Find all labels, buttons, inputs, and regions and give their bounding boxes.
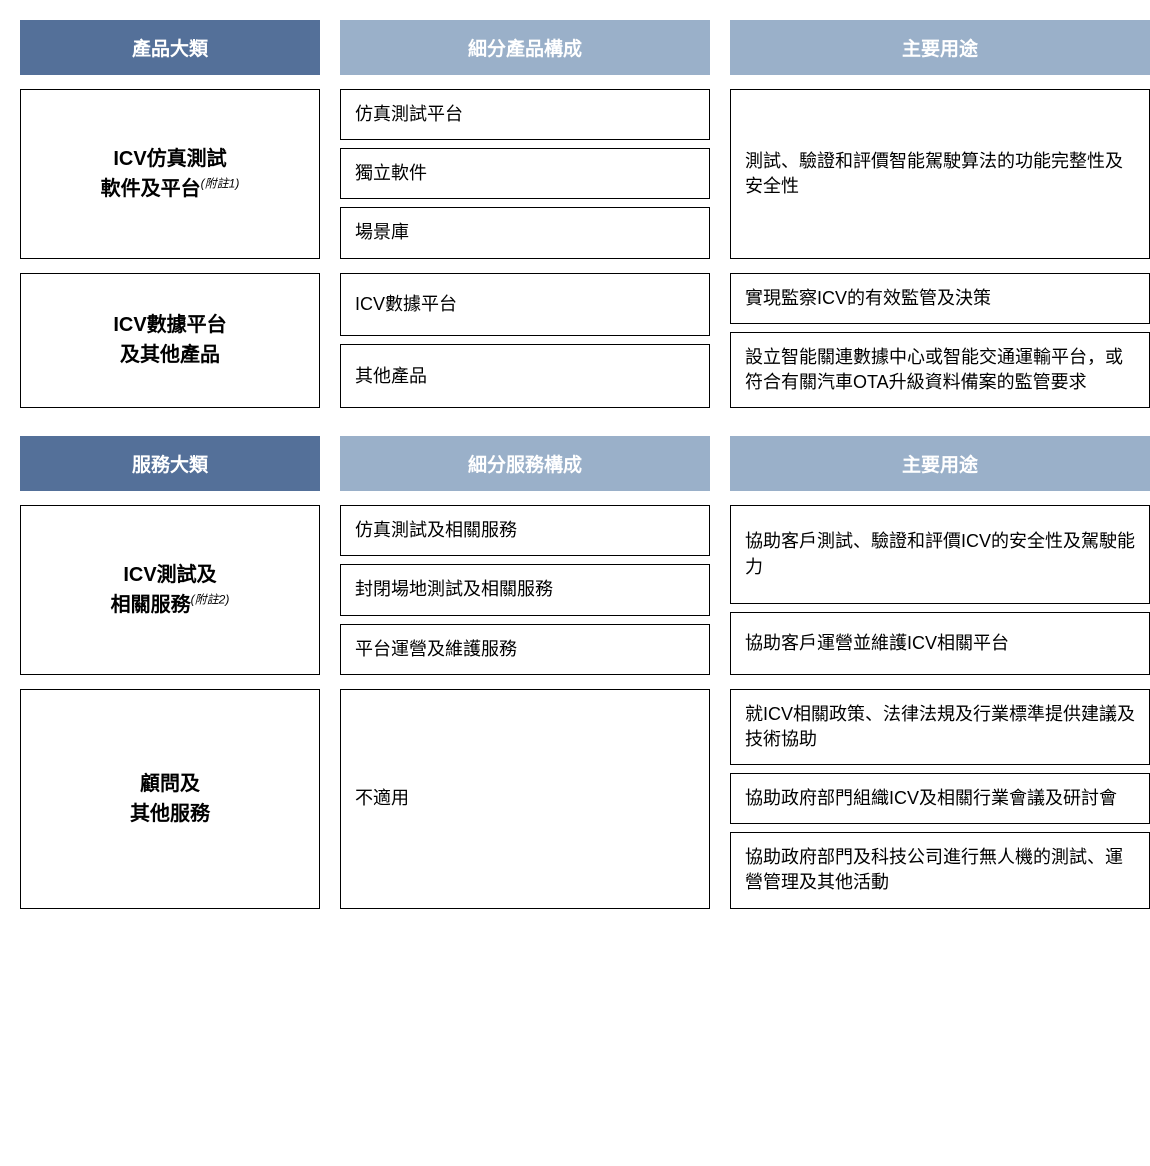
header-product-category: 產品大類: [20, 20, 320, 75]
service-category-2: 顧問及 其他服務: [20, 689, 320, 909]
product-category-2: ICV數據平台 及其他產品: [20, 273, 320, 409]
product-item: ICV數據平台: [340, 273, 710, 337]
header-product-composition: 細分產品構成: [340, 20, 710, 75]
product-item: 獨立軟件: [340, 148, 710, 199]
products-header-row: 產品大類 細分產品構成 主要用途: [20, 20, 1130, 75]
note-1: (附註1): [201, 176, 240, 190]
service-purposes-1: 協助客戶測試、驗證和評價ICV的安全性及駕駛能力 協助客戶運營並維護ICV相關平…: [730, 505, 1150, 675]
service-purpose: 協助政府部門及科技公司進行無人機的測試、運營管理及其他活動: [730, 832, 1150, 908]
product-item: 其他產品: [340, 344, 710, 408]
service-purposes-2: 就ICV相關政策、法律法規及行業標準提供建議及技術協助 協助政府部門組織ICV及…: [730, 689, 1150, 909]
product-items-1: 仿真測試平台 獨立軟件 場景庫: [340, 89, 710, 259]
service-purpose: 就ICV相關政策、法律法規及行業標準提供建議及技術協助: [730, 689, 1150, 765]
header-service-purpose: 主要用途: [730, 436, 1150, 491]
service-items-1: 仿真測試及相關服務 封閉場地測試及相關服務 平台運營及維護服務: [340, 505, 710, 675]
header-service-category: 服務大類: [20, 436, 320, 491]
services-section: 服務大類 細分服務構成 主要用途 ICV測試及 相關服務(附註2) 仿真測試及相…: [20, 436, 1130, 909]
document-container: 產品大類 細分產品構成 主要用途 ICV仿真測試 軟件及平台(附註1) 仿真測試…: [20, 20, 1130, 909]
services-row-1: ICV測試及 相關服務(附註2) 仿真測試及相關服務 封閉場地測試及相關服務 平…: [20, 505, 1130, 675]
products-row-2: ICV數據平台 及其他產品 ICV數據平台 其他產品 實現監察ICV的有效監管及…: [20, 273, 1130, 409]
product-item: 仿真測試平台: [340, 89, 710, 140]
services-row-2: 顧問及 其他服務 不適用 就ICV相關政策、法律法規及行業標準提供建議及技術協助…: [20, 689, 1130, 909]
product-item: 場景庫: [340, 207, 710, 258]
service-item: 封閉場地測試及相關服務: [340, 564, 710, 615]
service-item: 平台運營及維護服務: [340, 624, 710, 675]
product-purpose: 設立智能關連數據中心或智能交通運輸平台，或符合有關汽車OTA升級資料備案的監管要…: [730, 332, 1150, 408]
category-title-line2: 軟件及平台: [101, 178, 201, 200]
products-section: 產品大類 細分產品構成 主要用途 ICV仿真測試 軟件及平台(附註1) 仿真測試…: [20, 20, 1130, 408]
service-item-na: 不適用: [340, 689, 710, 909]
service-category-1: ICV測試及 相關服務(附註2): [20, 505, 320, 675]
note-2: (附註2): [191, 592, 230, 606]
category-title-line1: 顧問及: [140, 773, 200, 795]
header-product-purpose: 主要用途: [730, 20, 1150, 75]
product-purpose-1: 測試、驗證和評價智能駕駛算法的功能完整性及安全性: [730, 89, 1150, 259]
header-service-composition: 細分服務構成: [340, 436, 710, 491]
service-purpose: 協助政府部門組織ICV及相關行業會議及研討會: [730, 773, 1150, 824]
category-title-line1: ICV仿真測試: [113, 148, 226, 170]
product-purpose: 實現監察ICV的有效監管及決策: [730, 273, 1150, 324]
product-purposes-2: 實現監察ICV的有效監管及決策 設立智能關連數據中心或智能交通運輸平台，或符合有…: [730, 273, 1150, 409]
product-items-2: ICV數據平台 其他產品: [340, 273, 710, 409]
services-header-row: 服務大類 細分服務構成 主要用途: [20, 436, 1130, 491]
category-title-line2: 及其他產品: [120, 344, 220, 366]
service-purpose: 協助客戶測試、驗證和評價ICV的安全性及駕駛能力: [730, 505, 1150, 604]
products-row-1: ICV仿真測試 軟件及平台(附註1) 仿真測試平台 獨立軟件 場景庫 測試、驗證…: [20, 89, 1130, 259]
category-title-line2: 相關服務: [111, 594, 191, 616]
service-purpose: 協助客戶運營並維護ICV相關平台: [730, 612, 1150, 675]
category-title-line1: ICV數據平台: [113, 314, 226, 336]
category-title-line2: 其他服務: [130, 803, 210, 825]
service-item: 仿真測試及相關服務: [340, 505, 710, 556]
category-title-line1: ICV測試及: [123, 564, 216, 586]
product-category-1: ICV仿真測試 軟件及平台(附註1): [20, 89, 320, 259]
